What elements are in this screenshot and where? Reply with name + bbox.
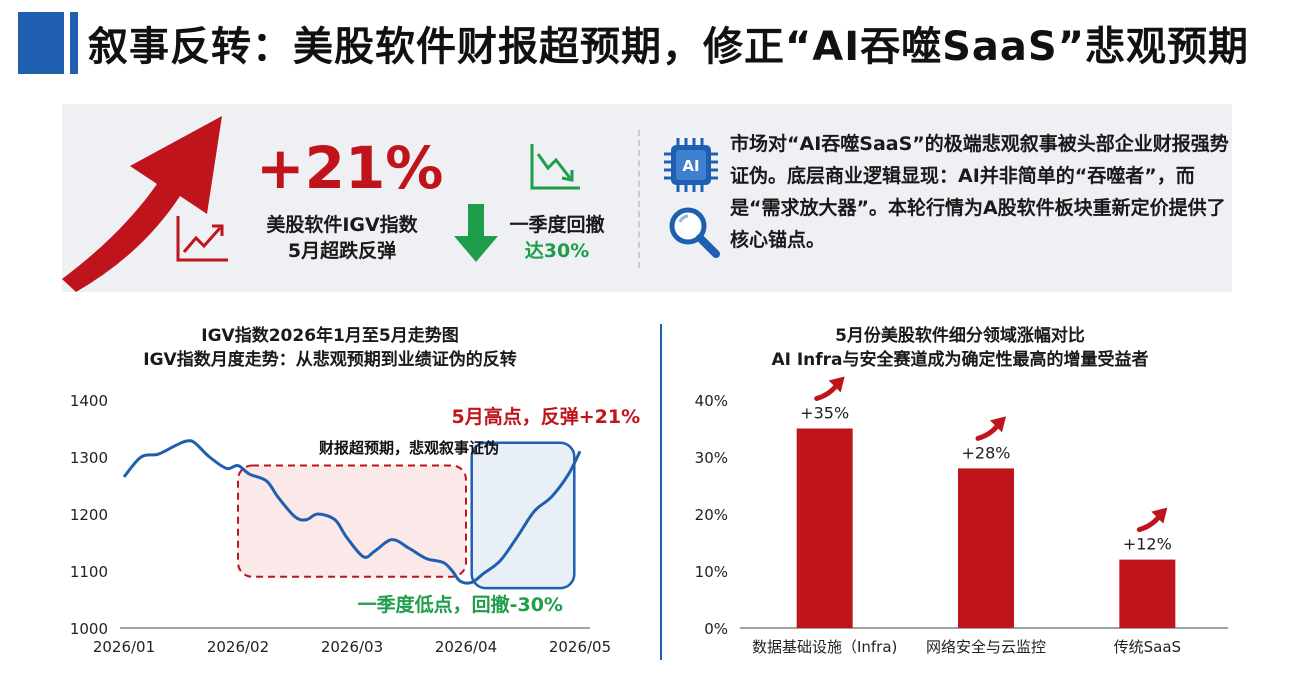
chart-annotation: 一季度低点，回撤-30% <box>358 593 563 616</box>
bar-rise-arrow-head <box>1151 507 1168 524</box>
trend-chart-icon <box>176 216 228 262</box>
y-tick-label: 20% <box>695 506 728 524</box>
y-tick-label: 1100 <box>70 563 108 581</box>
bar-chart-subtitle: AI Infra与安全赛道成为确定性最高的增量受益者 <box>771 350 1149 370</box>
line-chart-title: IGV指数2026年1月至5月走势图 <box>201 326 459 346</box>
chart-divider <box>660 324 662 660</box>
x-tick-label: 2026/02 <box>207 638 269 656</box>
summary-text: 市场对“AI吞噬SaaS”的极端悲观叙事被头部企业财报强势证伪。底层商业逻辑显现… <box>730 133 1229 251</box>
pullback-line1: 一季度回撤 <box>509 214 605 236</box>
bar <box>796 428 853 628</box>
may-rebound-region <box>470 441 576 590</box>
bar <box>1119 559 1176 628</box>
bar-rise-arrow-head <box>828 376 845 393</box>
search-icon <box>669 207 720 258</box>
segment-bar-chart: 0% 10% 20% 30% 40% +35% 数据基础设施（Infra) +28% 网络安全与… <box>695 376 1228 656</box>
x-tick-label: 传统SaaS <box>1114 638 1181 656</box>
chart-annotation: 5月高点，反弹+21% <box>451 405 640 428</box>
rebound-desc-line1: 美股软件IGV指数 <box>266 214 418 236</box>
x-tick-label: 网络安全与云监控 <box>926 638 1046 656</box>
line-chart-title-block: IGV指数2026年1月至5月走势图 IGV指数月度走势：从悲观预期到业绩证伪的… <box>60 324 600 372</box>
rising-arrow-icon <box>62 116 222 292</box>
chart-annotation: 财报超预期，悲观叙事证伪 <box>319 439 499 457</box>
bar-rise-arrow-head <box>990 416 1006 433</box>
x-tick-label: 2026/01 <box>93 638 155 656</box>
summary-panel: +21% 美股软件IGV指数 5月超跌反弹 一季度回撤 达30% AI <box>62 104 1232 292</box>
pullback-description: 一季度回撤 达30% <box>502 212 612 264</box>
title-accent-bar <box>18 12 78 74</box>
x-tick-label: 2026/04 <box>435 638 497 656</box>
bar <box>958 468 1014 628</box>
bar-value-label: +12% <box>1123 535 1172 554</box>
x-tick-label: 2026/05 <box>549 638 611 656</box>
page-title: 叙事反转：美股软件财报超预期，修正“AI吞噬SaaS”悲观预期 <box>88 24 1250 70</box>
y-tick-label: 1300 <box>70 449 108 467</box>
rebound-value: +21% <box>256 134 444 202</box>
bar-value-label: +28% <box>962 443 1011 462</box>
summary-divider <box>638 130 640 268</box>
x-tick-label: 数据基础设施（Infra) <box>752 638 897 656</box>
bar-chart-title: 5月份美股软件细分领域涨幅对比 <box>835 326 1085 346</box>
y-tick-label: 1200 <box>70 506 108 524</box>
down-arrow-icon <box>454 204 498 262</box>
bar-rise-arrow-icon <box>814 376 845 401</box>
down-trend-chart-icon <box>530 144 580 190</box>
ai-chip-label: AI <box>682 157 699 175</box>
line-chart-subtitle: IGV指数月度走势：从悲观预期到业绩证伪的反转 <box>143 350 517 370</box>
y-tick-label: 10% <box>695 563 728 581</box>
bar-value-label: +35% <box>800 404 849 423</box>
y-tick-label: 40% <box>695 392 728 410</box>
ai-chip-icon: AI <box>664 138 718 192</box>
x-tick-label: 2026/03 <box>321 638 383 656</box>
rebound-description: 美股软件IGV指数 5月超跌反弹 <box>252 212 432 264</box>
bar-rise-arrow-icon <box>975 416 1006 441</box>
pullback-line2: 达30% <box>524 240 590 262</box>
y-tick-label: 1000 <box>70 620 108 638</box>
igv-series-line <box>122 439 582 585</box>
rebound-desc-line2: 5月超跌反弹 <box>287 240 397 262</box>
bar-chart-title-block: 5月份美股软件细分领域涨幅对比 AI Infra与安全赛道成为确定性最高的增量受… <box>680 324 1240 372</box>
y-tick-label: 1400 <box>70 392 108 410</box>
igv-line-chart: 1000 1100 1200 1300 1400 2026/01 2026/02 2026/0… <box>70 392 640 656</box>
y-tick-label: 0% <box>704 620 728 638</box>
y-tick-label: 30% <box>695 449 728 467</box>
bar-rise-arrow-icon <box>1136 507 1168 533</box>
